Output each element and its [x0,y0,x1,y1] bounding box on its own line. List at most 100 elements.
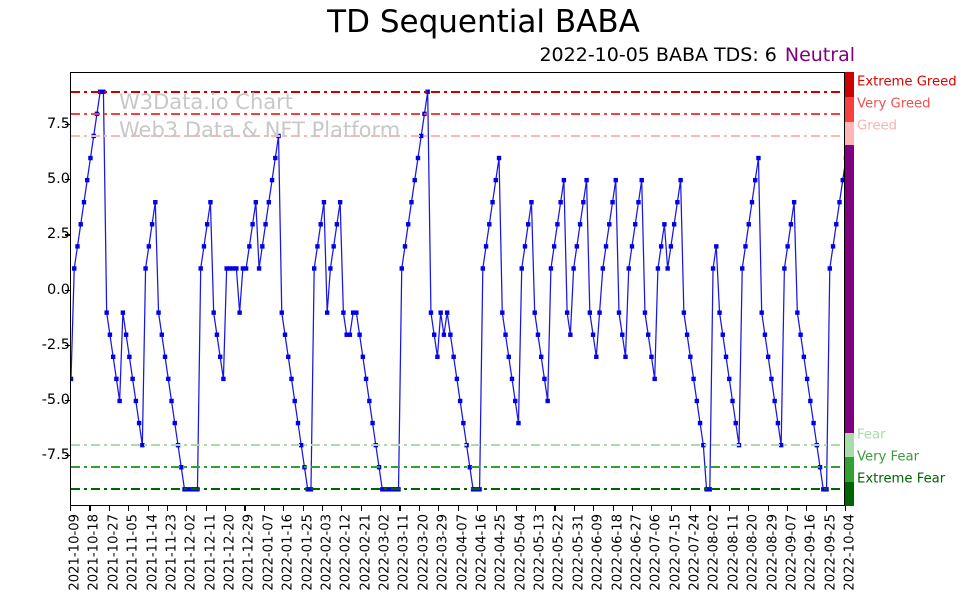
x-axis-tick-mark [786,506,789,511]
x-axis-tick-mark [554,506,556,511]
x-axis-tick-label: 2022-08-20 [745,514,761,591]
x-axis-tick-label: 2022-03-11 [396,514,412,591]
subtitle-reading: 2022-10-05 BABA TDS: 6 [539,44,777,66]
sentiment-state-label: Neutral [784,44,855,66]
x-axis-tick-mark [728,506,730,511]
x-axis-tick-mark [476,506,479,511]
x-axis-tick-label: 2022-10-04 [842,514,858,591]
x-axis-tick-mark [825,506,827,511]
x-axis-tick-mark [748,506,750,511]
colorbar-segment-extreme-fear [845,481,854,506]
x-axis: 2021-10-09 2021-10-18 2021-10-27 2021-11-05… [67,506,858,613]
x-axis-tick-label: 2022-05-04 [513,514,529,591]
x-axis-tick-mark [341,506,343,511]
x-axis-tick-mark [709,506,711,511]
y-axis-tick-mark [65,234,70,236]
x-axis-tick-mark [670,506,672,511]
x-axis-tick-label: 2022-07-24 [687,514,703,591]
x-axis-tick-mark [535,506,537,511]
x-axis-tick-label: 2021-12-02 [183,514,199,591]
x-axis-tick-label: 2022-08-29 [765,514,780,591]
x-axis-tick-mark [593,506,595,511]
x-axis-tick-label: 2021-10-18 [86,514,102,591]
y-axis-tick-label: 2.5 [46,226,70,243]
x-axis-tick-mark [321,506,324,511]
colorbar-segment-neutral [845,144,854,434]
x-axis-tick-label: 2021-12-11 [203,514,219,591]
x-axis-tick-label: 2022-04-07 [455,514,470,591]
x-axis-tick-mark [612,506,614,511]
colorbar-segment-extreme-greed [845,72,854,98]
colorbar-label-extreme-fear: Extreme Fear [857,471,946,487]
x-axis-tick-label: 2022-05-13 [532,514,548,591]
x-axis-tick-label: 2021-10-09 [67,514,83,591]
x-axis-tick-mark [225,506,227,511]
x-axis-tick-mark [457,506,459,511]
x-axis-tick-label: 2021-12-29 [241,514,257,591]
x-axis-tick-mark [244,506,246,511]
x-axis-tick-mark [418,506,420,511]
x-axis-tick-label: 2022-01-16 [280,514,296,591]
x-axis-tick-label: 2022-02-03 [319,514,335,591]
x-axis-tick-label: 2021-12-20 [222,514,238,591]
tds-markers [71,89,844,492]
x-axis-tick-label: 2021-10-27 [106,514,122,591]
y-axis-tick-mark [65,344,70,346]
x-axis-tick-label: 2022-05-22 [551,514,567,591]
chart-subtitle: 2022-10-05 BABA TDS: 6 Neutral [0,44,967,66]
x-axis-tick-mark [108,506,110,511]
x-axis-tick-label: 2022-01-25 [300,514,315,591]
x-axis-tick-mark [767,506,769,511]
y-axis-tick-label: -2.5 [41,336,70,353]
x-axis-tick-label: 2022-05-31 [571,514,587,591]
x-axis-tick-mark [631,506,634,511]
y-axis-tick-label: -5.0 [41,391,70,408]
x-axis-tick-mark [302,506,304,511]
plot-inner: W3Data.io Chart Web3 Data & NFT Platform [71,73,844,505]
x-axis-tick-label: 2022-09-07 [784,514,800,591]
x-axis-tick-label: 2022-06-27 [629,514,645,591]
colorbar-label-very-fear: Very Fear [857,449,920,465]
threshold-line-greed [71,134,844,137]
threshold-line-extreme-fear [71,488,844,491]
x-axis-tick-label: 2022-09-16 [803,514,819,591]
x-axis-tick-mark [205,506,207,511]
colorbar-segment-greed [845,121,854,145]
x-axis-tick-mark [128,506,130,511]
x-axis-tick-mark [515,506,517,511]
x-axis-tick-mark [806,506,808,511]
x-axis-tick-mark [496,506,498,511]
x-axis-tick-mark [845,506,847,511]
x-axis-tick-label: 2022-04-25 [493,514,509,591]
x-axis-tick-label: 2022-08-02 [706,514,722,591]
x-axis-tick-mark [651,506,653,511]
x-axis-tick-label: 2022-01-07 [261,514,277,591]
x-axis-tick-mark [70,506,72,511]
x-axis-tick-label: 2022-07-15 [668,514,684,591]
x-axis-tick-mark [147,506,149,511]
x-axis-tick-mark [89,506,91,511]
x-axis-tick-mark [360,506,362,511]
y-axis-tick-label: -7.5 [41,447,70,464]
sentiment-colorbar [845,72,854,506]
x-axis-tick-mark [573,506,575,511]
page-title: TD Sequential BABA [327,4,640,40]
x-axis-tick-label: 2022-03-29 [435,514,451,591]
colorbar-segment-very-fear [845,457,854,482]
x-axis-tick-mark [186,506,188,511]
x-axis-tick-mark [380,506,382,511]
colorbar-segment-fear [845,433,854,458]
x-axis-tick-mark [399,506,401,511]
x-axis-tick-mark [283,506,285,511]
y-axis-tick-mark [65,289,70,291]
y-axis-tick-mark [65,179,70,181]
colorbar-label-very-greed: Very Greed [857,96,931,112]
x-axis-tick-label: 2022-04-16 [474,514,490,591]
colorbar-label-fear: Fear [857,427,886,443]
x-axis-tick-mark [438,506,440,511]
x-axis-tick-label: 2022-06-09 [590,514,606,591]
x-axis-tick-label: 2021-11-05 [125,514,141,591]
y-axis: BABA TDS 7.55.02.50.0-2.5-5.0-7.5 [0,72,70,506]
plot-area: W3Data.io Chart Web3 Data & NFT Platform [70,72,845,506]
x-axis-tick-label: 2022-06-18 [610,514,625,591]
